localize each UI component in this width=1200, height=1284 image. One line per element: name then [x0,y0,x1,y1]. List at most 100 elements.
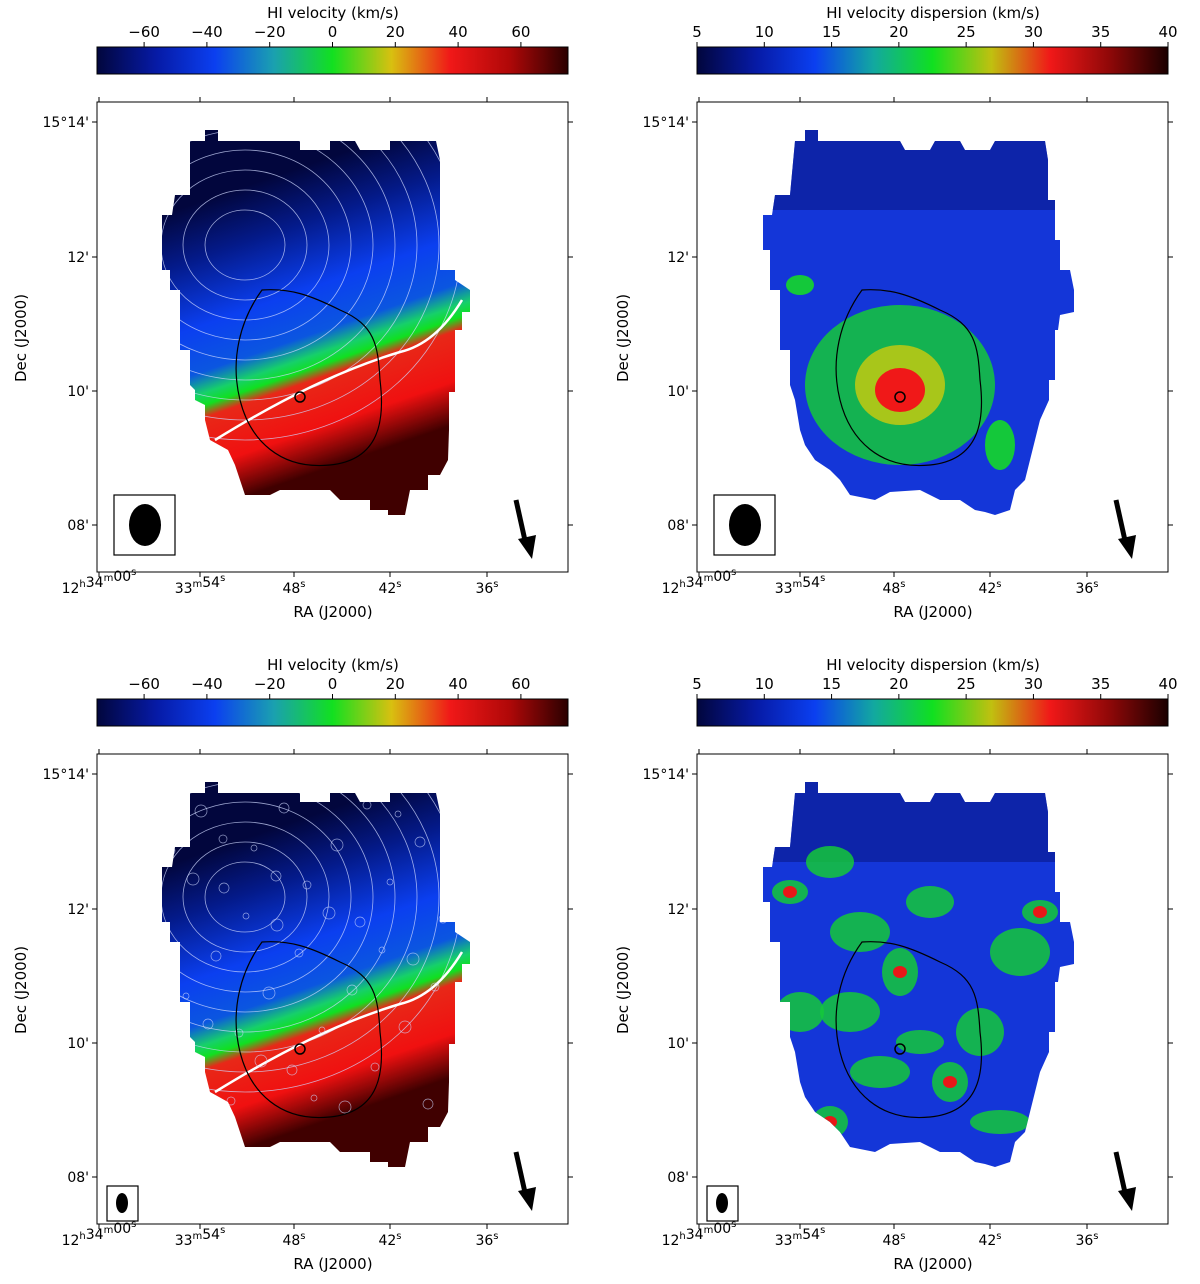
colorbar-tick-label: 40 [449,23,468,41]
colorbar-tick-label: 5 [692,23,702,41]
colorbar-title: HI velocity (km/s) [267,4,399,22]
beam-box [713,494,776,556]
colorbar-tick-label: 0 [328,675,338,693]
colorbar-tick-label: 20 [889,23,908,41]
dec-tick-label: 12' [67,250,89,266]
x-axis-label: RA (J2000) [893,1255,972,1273]
colorbar-tick-label: −20 [254,675,286,693]
dec-tick-label: 10' [667,1036,689,1052]
colorbar-tick-label: 0 [328,23,338,41]
beam-box [106,1185,139,1222]
dec-tick-label: 08' [67,1170,89,1186]
dec-tick-label: 08' [667,1170,689,1186]
plot-frame [96,101,569,573]
figure-panel-svg: HI velocity (km/s) −60 −40 −20 0 20 40 60 15°1… [12,4,573,621]
figure-panel-svg: HI velocity (km/s) −60 −40 −20 0 20 40 60 15°1… [12,656,573,1273]
ra-tick-label: 12h34m00s [662,1219,737,1249]
dec-tick-labels: 15°14' 12' 10' 08' [643,767,689,1186]
colorbar-tick-label: 40 [449,675,468,693]
dec-tick-labels: 15°14' 12' 10' 08' [43,767,89,1186]
y-axis-label: Dec (J2000) [12,946,30,1034]
dec-tick-labels: 15°14' 12' 10' 08' [43,115,89,534]
ra-tick-label: 33m54s [775,573,826,597]
colorbar-tick-label: 5 [692,675,702,693]
ra-tick-labels: 12h34m00s 33m54s 48s 42s 36s [662,1219,1099,1249]
colorbar-tick-label: 35 [1091,675,1110,693]
y-axis-label: Dec (J2000) [614,294,632,382]
dec-tick-label: 08' [67,518,89,534]
plot-frame [696,753,1169,1225]
colorbar-tick-label: 10 [755,675,774,693]
dec-tick-label: 12' [667,902,689,918]
ra-tick-label: 33m54s [175,1225,226,1249]
plot-frame [696,101,1169,573]
panel-top-right: HI velocity dispersion (km/s) 5 10 15 20 25 3… [600,0,1200,642]
colorbar-tick-label: 20 [386,23,405,41]
figure-panel-svg: HI velocity dispersion (km/s) 5 10 15 20 25 3… [614,4,1178,621]
beam-box [706,1185,739,1222]
colorbar-tick-labels: −60 −40 −20 0 20 40 60 [128,23,530,47]
ra-tick-label: 12h34m00s [62,1219,137,1249]
ra-tick-label: 12h34m00s [62,567,137,597]
colorbar-tick-label: 20 [386,675,405,693]
colorbar [696,698,1169,727]
ra-tick-label: 42s [378,1231,401,1249]
colorbar [96,46,569,75]
dec-tick-labels: 15°14' 12' 10' 08' [643,115,689,534]
dec-tick-label: 15°14' [643,767,689,783]
ra-tick-label: 42s [378,579,401,597]
dec-tick-label: 10' [667,384,689,400]
colorbar [96,698,569,727]
colorbar-tick-label: −40 [191,675,223,693]
ra-tick-label: 48s [282,579,305,597]
ra-tick-label: 33m54s [775,1225,826,1249]
axis-ticks [692,97,1173,577]
panel-bottom-right: HI velocity dispersion (km/s) 5 10 15 20 25 3… [600,652,1200,1284]
direction-arrow [513,1151,536,1211]
ra-tick-label: 33m54s [175,573,226,597]
ra-tick-label: 42s [978,1231,1001,1249]
colorbar-tick-label: 15 [822,675,841,693]
direction-arrow [1113,499,1136,559]
colorbar-tick-label: 40 [1158,23,1177,41]
y-axis-label: Dec (J2000) [614,946,632,1034]
colorbar-tick-label: 30 [1024,675,1043,693]
dec-tick-label: 15°14' [43,767,89,783]
map-image [763,782,1074,1167]
colorbar-tick-labels: 5 10 15 20 25 30 35 40 [692,23,1178,47]
dec-tick-label: 10' [67,384,89,400]
colorbar-tick-label: −60 [128,23,160,41]
colorbar-tick-labels: 5 10 15 20 25 30 35 40 [692,675,1178,699]
direction-arrow [513,499,536,559]
ra-tick-label: 36s [475,579,498,597]
panel-top-left: HI velocity (km/s) −60 −40 −20 0 20 40 60 15°1… [0,0,600,642]
ra-tick-label: 36s [1075,579,1098,597]
colorbar-tick-label: 10 [755,23,774,41]
colorbar-title: HI velocity dispersion (km/s) [826,4,1040,22]
ra-tick-label: 48s [282,1231,305,1249]
colorbar-tick-labels: −60 −40 −20 0 20 40 60 [128,675,530,699]
plot-frame [96,753,569,1225]
ra-tick-labels: 12h34m00s 33m54s 48s 42s 36s [62,1219,499,1249]
x-axis-label: RA (J2000) [293,603,372,621]
ra-tick-label: 36s [475,1231,498,1249]
direction-arrow [1113,1151,1136,1211]
panel-bottom-left: HI velocity (km/s) −60 −40 −20 0 20 40 60 15°1… [0,652,600,1284]
axis-ticks [92,97,573,577]
colorbar-tick-label: 60 [511,23,530,41]
ra-tick-label: 48s [882,579,905,597]
ra-tick-label: 12h34m00s [662,567,737,597]
ra-tick-labels: 12h34m00s 33m54s 48s 42s 36s [62,567,499,597]
colorbar-title: HI velocity dispersion (km/s) [826,656,1040,674]
x-axis-label: RA (J2000) [893,603,972,621]
colorbar-tick-label: 35 [1091,23,1110,41]
colorbar-tick-label: −60 [128,675,160,693]
ra-tick-label: 42s [978,579,1001,597]
colorbar-title: HI velocity (km/s) [267,656,399,674]
dec-tick-label: 15°14' [43,115,89,131]
ra-tick-label: 36s [1075,1231,1098,1249]
colorbar-tick-label: 25 [957,675,976,693]
map-image [763,130,1074,515]
x-axis-label: RA (J2000) [293,1255,372,1273]
axis-ticks [692,749,1173,1229]
